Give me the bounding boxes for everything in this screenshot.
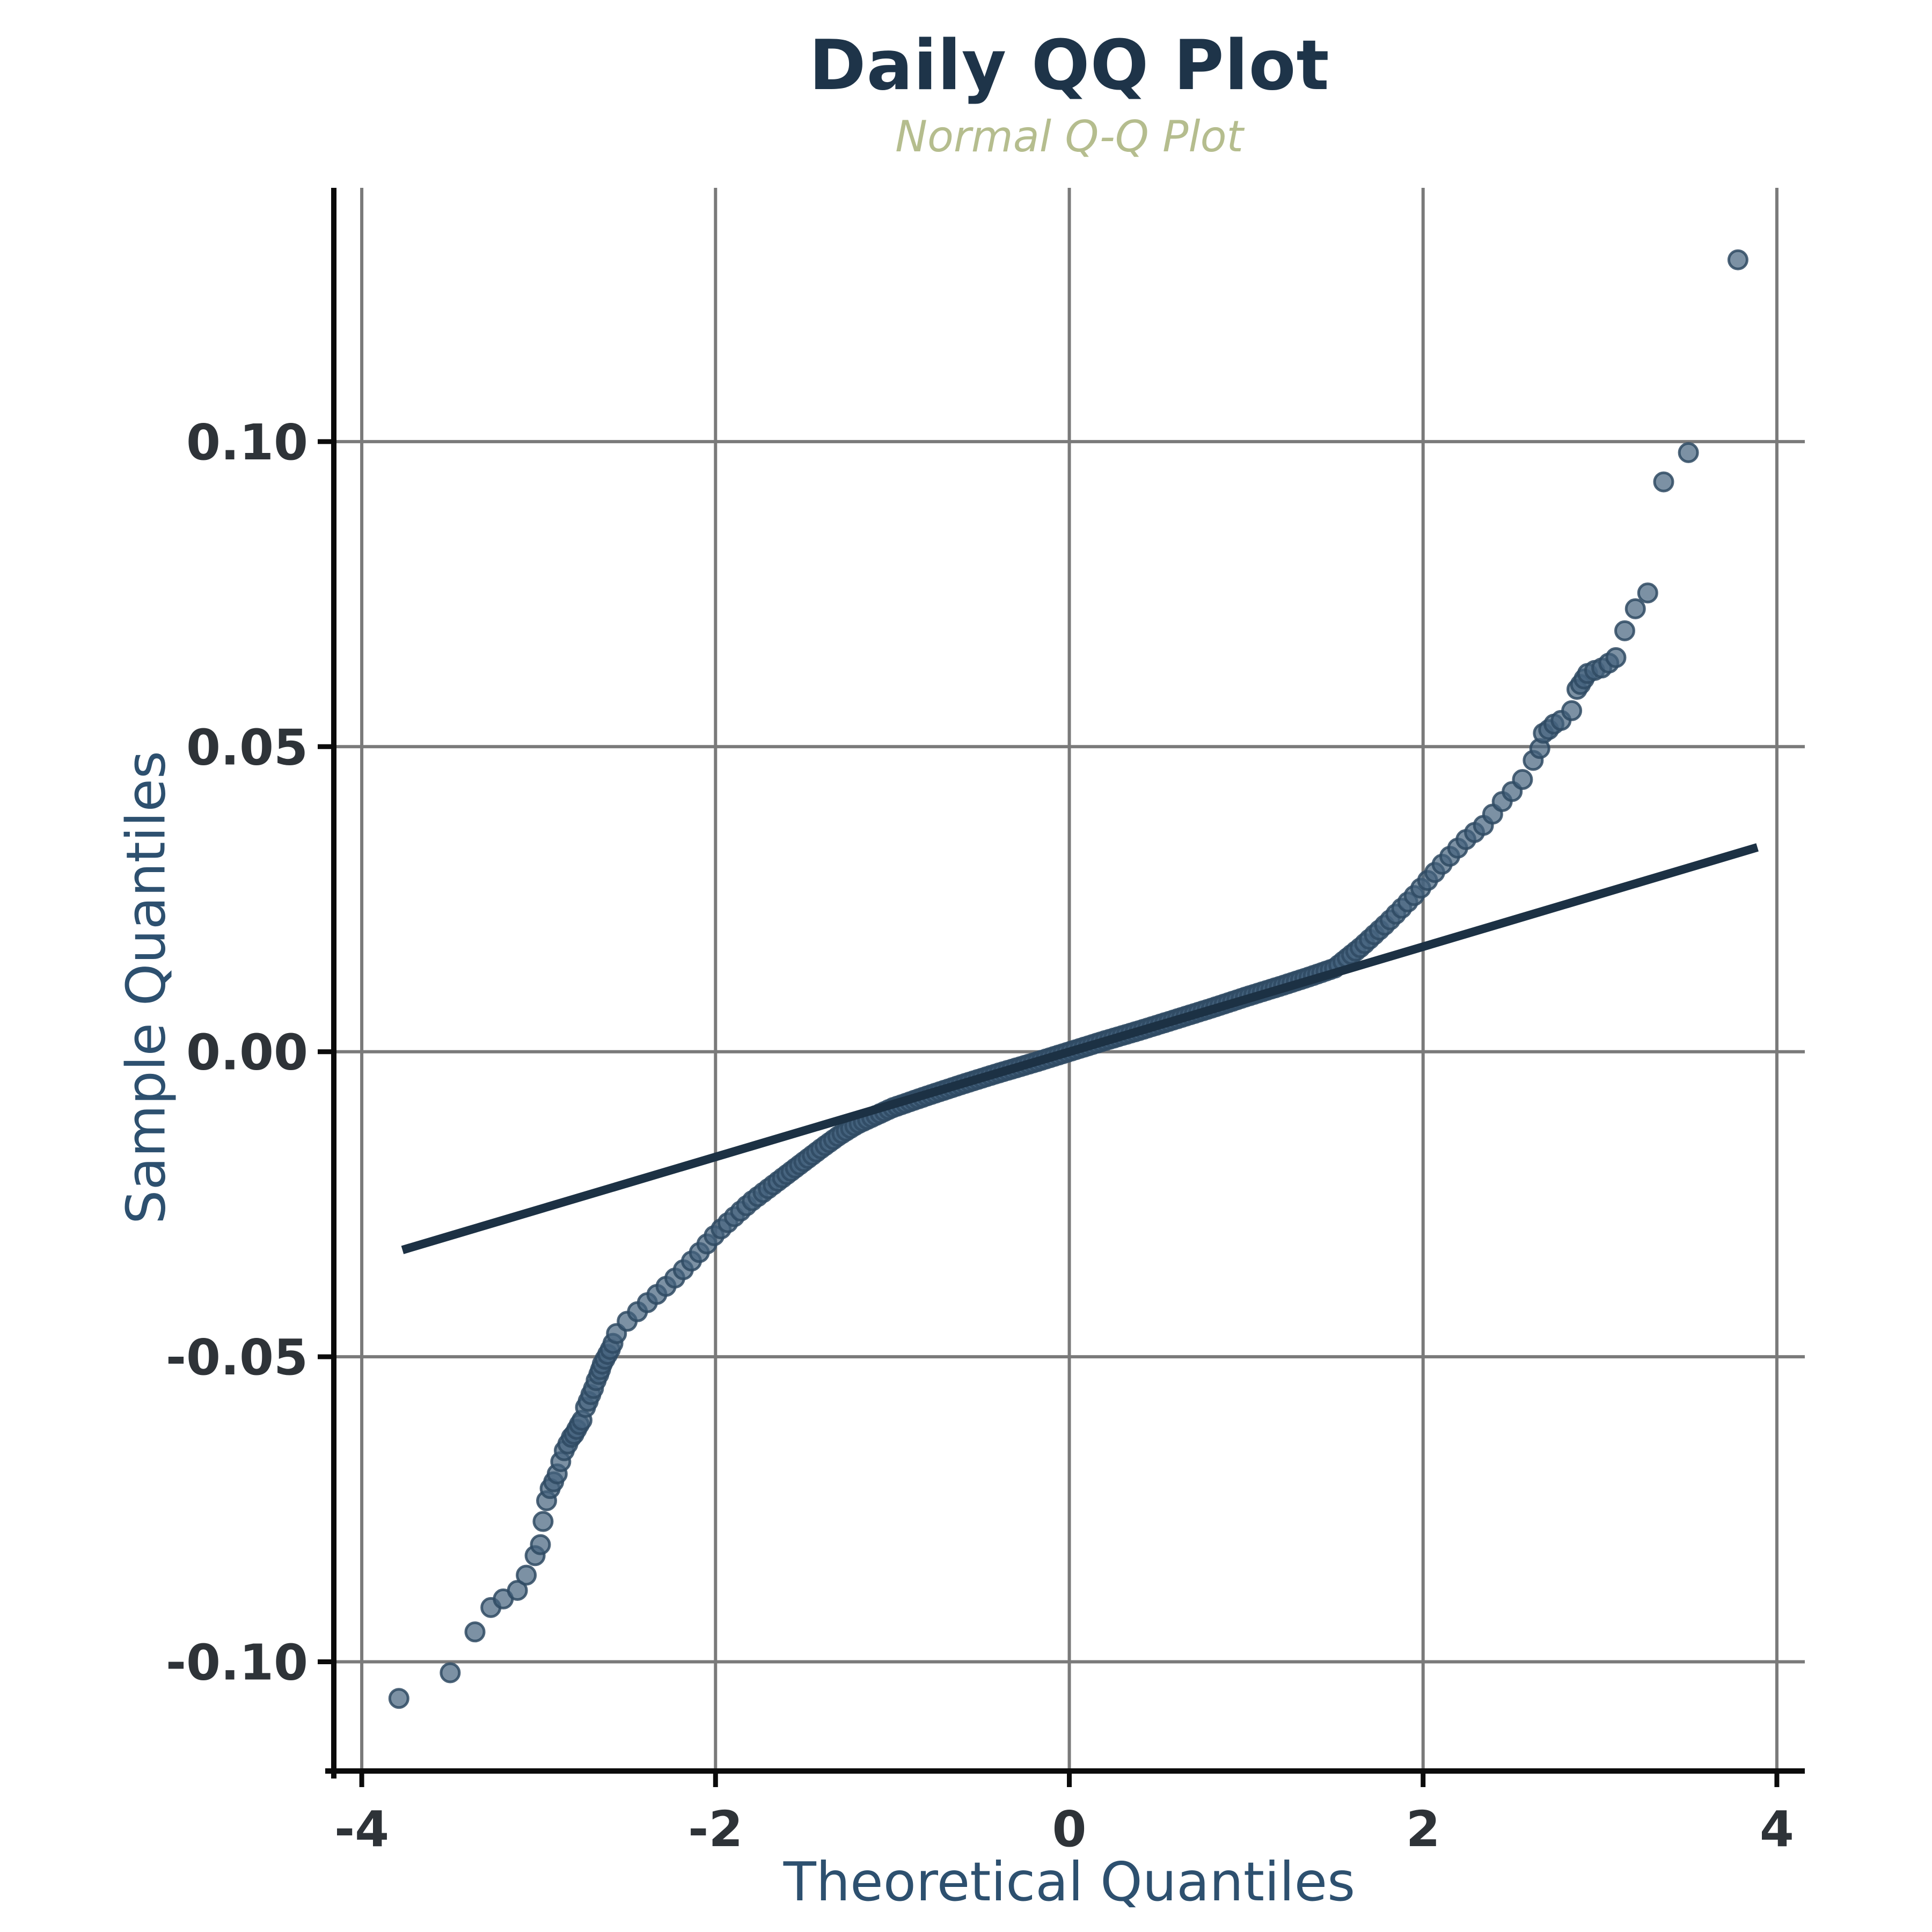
y-tick-label: -0.10	[166, 1634, 308, 1692]
qq-point	[1727, 249, 1748, 270]
qq-point	[1624, 598, 1646, 619]
x-tick-label: 0	[1052, 1801, 1086, 1858]
qq-point	[516, 1564, 537, 1586]
y-tick-label: -0.05	[166, 1329, 308, 1386]
x-tick-label: 2	[1406, 1801, 1440, 1858]
qq-point	[1653, 471, 1674, 493]
x-tick-label: 4	[1760, 1801, 1794, 1858]
qq-point	[1614, 620, 1635, 641]
qq-point	[440, 1662, 461, 1684]
x-tick-label: -2	[688, 1801, 743, 1858]
qq-point	[530, 1534, 551, 1555]
qq-point	[507, 1580, 528, 1601]
qq-point	[1678, 442, 1699, 463]
qq-point	[1512, 769, 1533, 790]
qq-point	[1561, 700, 1583, 721]
y-tick-label: 0.05	[186, 719, 308, 776]
chart-title: Daily QQ Plot	[809, 26, 1330, 106]
qq-point	[464, 1621, 486, 1643]
qq-point	[1605, 647, 1627, 668]
x-axis-title: Theoretical Quantiles	[783, 1850, 1356, 1913]
x-tick-label: -4	[334, 1801, 389, 1858]
y-tick-label: 0.10	[186, 414, 308, 471]
qq-point	[388, 1688, 409, 1709]
qq-point	[1637, 582, 1658, 604]
qq-point	[532, 1511, 554, 1532]
qq-reference-line	[401, 843, 1759, 1254]
chart-subtitle: Normal Q-Q Plot	[895, 112, 1243, 162]
y-tick-label: 0.00	[186, 1024, 308, 1081]
y-axis-title: Sample Quantiles	[114, 751, 178, 1224]
